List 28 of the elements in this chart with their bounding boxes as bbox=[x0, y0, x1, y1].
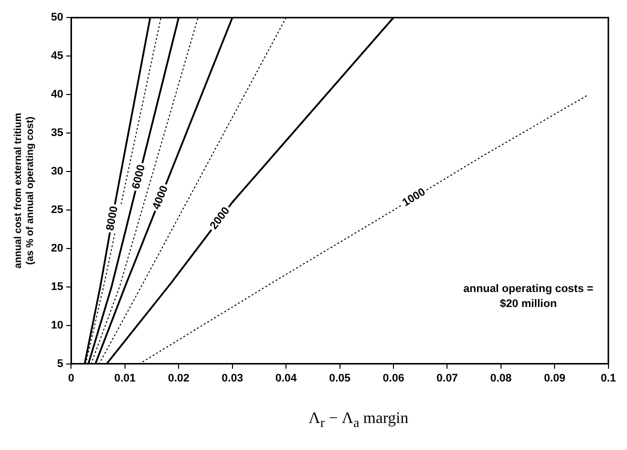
x-tick-label: 0 bbox=[68, 372, 74, 384]
x-tick-label: 0.04 bbox=[275, 372, 298, 384]
y-tick-label: 45 bbox=[50, 50, 64, 62]
text: 8000 bbox=[104, 205, 120, 232]
x-axis-title: Λ$_{r}$ − Λ$_{a}$ margin bbox=[308, 410, 410, 432]
x-tick-label: 0.03 bbox=[222, 372, 244, 384]
x-tick-label: 0.01 bbox=[114, 372, 136, 384]
y-tick-label: 50 bbox=[50, 12, 64, 24]
x-tick-label: 0.05 bbox=[329, 372, 351, 384]
y-tick-label: 30 bbox=[50, 166, 64, 178]
x-tick-label: 0.07 bbox=[436, 372, 458, 384]
text: 1000 bbox=[400, 186, 428, 210]
annotation: annual operating costs = $20 million bbox=[463, 282, 594, 310]
y-tick-label: 10 bbox=[50, 319, 64, 332]
y-tick-label: 5 bbox=[57, 358, 64, 370]
y-axis-title: annual cost from external tritium (as % of annual operating cost) bbox=[12, 112, 36, 268]
text: 4000 bbox=[150, 184, 171, 212]
y-tick-label: 40 bbox=[50, 88, 64, 101]
y-tick-label: 15 bbox=[50, 280, 64, 293]
x-tick-label: 0.1 bbox=[600, 372, 616, 384]
x-tick-label: 0.06 bbox=[382, 372, 404, 384]
x-tick-label: 0.02 bbox=[168, 372, 190, 384]
y-tick-label: 20 bbox=[50, 242, 64, 254]
x-tick-label: 0.09 bbox=[544, 372, 566, 384]
y-tick-label: 25 bbox=[50, 204, 64, 216]
y-tick-label: 35 bbox=[50, 127, 64, 140]
text: 6000 bbox=[130, 164, 148, 190]
x-tick-label: 0.08 bbox=[490, 372, 512, 384]
